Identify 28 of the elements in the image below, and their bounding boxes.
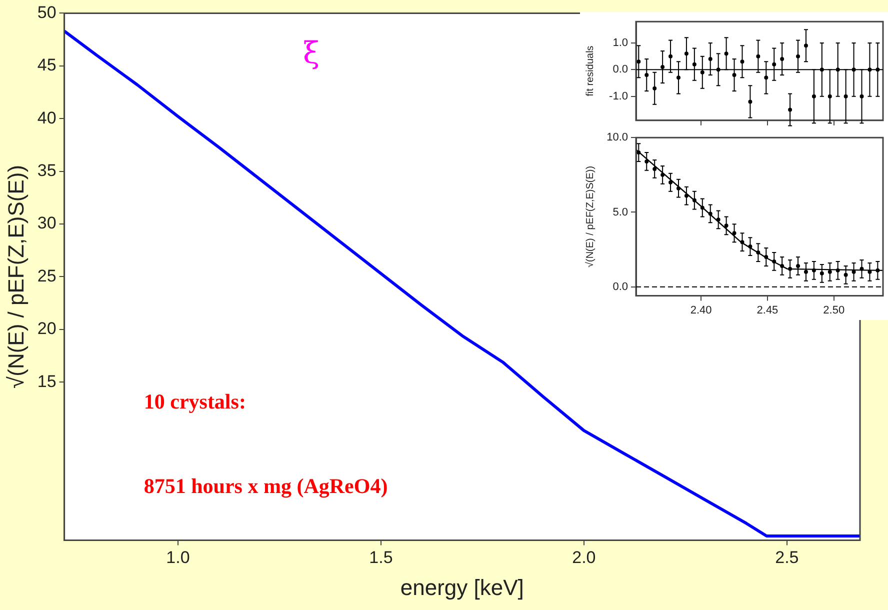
y-tick-label: 20 (37, 319, 56, 338)
x-tick-label: 2.45 (756, 304, 778, 316)
y-tick-label: 50 (37, 2, 56, 22)
x-tick-label: 1.5 (369, 548, 393, 568)
y-tick-label: 0.0 (612, 64, 628, 76)
y-tick-label: 25 (37, 266, 56, 286)
y-tick-label: 0.0 (612, 280, 628, 293)
y-axis-title: √(N(E) / pEF(Z,E)S(E)) (584, 166, 596, 268)
annotation: 10 crystals: (144, 390, 246, 414)
y-tick-label: 35 (37, 160, 56, 180)
y-tick-label: 30 (37, 214, 56, 233)
y-axis-title: fit residuals (584, 46, 596, 96)
x-tick-label: 2.40 (690, 304, 712, 316)
y-tick-label: -1.0 (609, 90, 628, 102)
y-tick-label: 5.0 (612, 206, 628, 218)
x-tick-label: 1.0 (166, 548, 190, 568)
annotation: ξ (303, 36, 320, 72)
y-tick-label: 1.0 (612, 36, 628, 49)
y-axis-title: √(N(E) / pEF(Z,E)S(E)) (3, 164, 28, 388)
x-tick-label: 2.0 (572, 548, 596, 568)
annotation: 8751 hours x mg (AgReO4) (144, 474, 388, 498)
y-tick-label: 10.0 (606, 132, 628, 144)
x-tick-label: 2.5 (775, 548, 799, 568)
x-tick-label: 2.50 (823, 304, 845, 316)
y-tick-label: 45 (37, 56, 56, 75)
y-tick-label: 15 (37, 372, 56, 391)
y-tick-label: 40 (37, 108, 56, 128)
x-axis-title: energy [keV] (400, 574, 524, 600)
